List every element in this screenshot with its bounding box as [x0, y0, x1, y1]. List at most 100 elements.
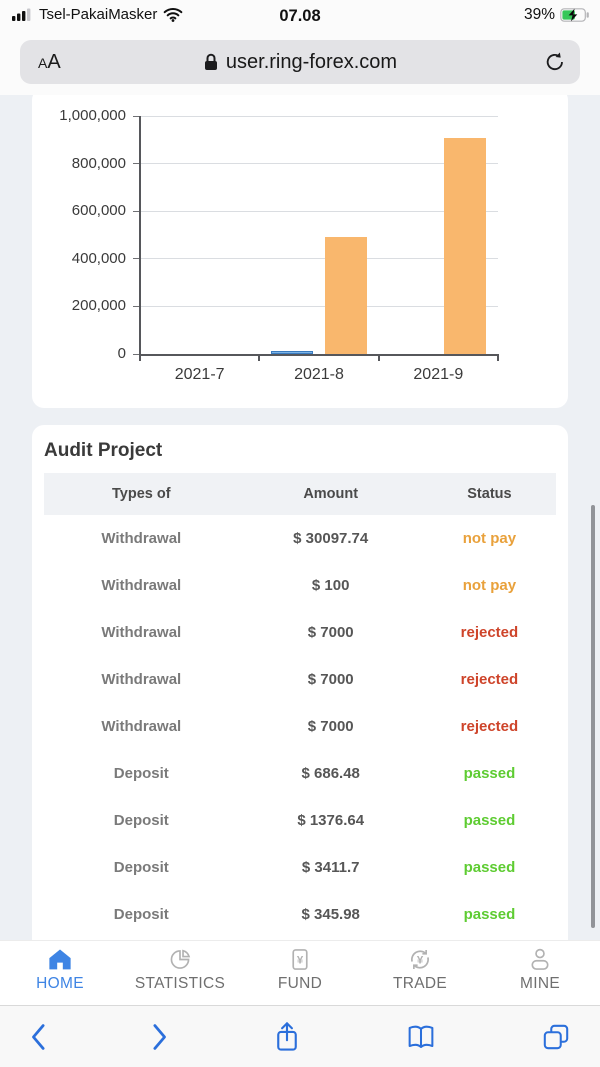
- row-type: Deposit: [113, 765, 169, 782]
- series-blue-bar: [271, 351, 313, 354]
- table-row: Withdrawal $ 7000 rejected: [44, 656, 556, 703]
- row-status-badge: not pay: [462, 577, 517, 594]
- y-axis-tick: [133, 258, 139, 260]
- row-amount: $ 7000: [307, 624, 354, 641]
- safari-top-chrome: Tsel-PakaiMasker 07.08 39%: [0, 0, 600, 95]
- y-axis-label: 200,000: [71, 297, 126, 315]
- table-row: Withdrawal $ 7000 rejected: [44, 609, 556, 656]
- row-type: Withdrawal: [101, 624, 182, 641]
- table-row: Deposit $ 3411.7 passed: [44, 844, 556, 891]
- table-row: Withdrawal $ 7000 rejected: [44, 703, 556, 750]
- row-status-badge: rejected: [460, 671, 519, 688]
- row-amount: $ 345.98: [301, 906, 360, 923]
- mine-icon: [531, 948, 549, 970]
- col-header-types: Types of: [112, 486, 171, 502]
- nav-label-statistics: STATISTICS: [134, 975, 226, 992]
- refresh-button[interactable]: [544, 51, 566, 78]
- y-axis-tick: [133, 353, 139, 355]
- gridline: [140, 163, 498, 165]
- safari-bottom-toolbar: [0, 1005, 600, 1067]
- y-axis-label: 800,000: [71, 154, 126, 172]
- nav-item-statistics[interactable]: STATISTICS: [120, 941, 240, 1005]
- home-icon: [49, 949, 71, 970]
- table-row: Withdrawal $ 100 not pay: [44, 562, 556, 609]
- bookmarks-button[interactable]: [406, 1024, 436, 1050]
- y-axis-tick: [133, 305, 139, 307]
- row-type: Withdrawal: [101, 671, 182, 688]
- nav-label-home: HOME: [36, 975, 84, 992]
- row-amount: $ 3411.7: [301, 859, 360, 876]
- svg-text:¥: ¥: [297, 954, 304, 966]
- table-row: Deposit $ 345.98 passed: [44, 891, 556, 938]
- trade-icon: ¥: [411, 950, 429, 969]
- nav-item-fund[interactable]: ¥ FUND: [240, 941, 360, 1005]
- row-amount: $ 686.48: [301, 765, 360, 782]
- tabs-icon: [543, 1024, 569, 1049]
- nav-label-trade: TRADE: [392, 975, 448, 992]
- row-amount: $ 7000: [307, 718, 354, 735]
- row-amount: $ 30097.74: [293, 530, 369, 547]
- scrollbar[interactable]: [591, 505, 595, 928]
- table-row: Deposit $ 686.48 passed: [44, 750, 556, 797]
- refresh-icon: [546, 52, 563, 71]
- back-icon: [32, 1023, 45, 1050]
- y-axis-tick: [133, 163, 139, 165]
- x-axis-tick: [258, 354, 261, 361]
- url-text: user.ring-forex.com: [225, 50, 398, 73]
- table-row: Deposit $ 1376.64 passed: [44, 797, 556, 844]
- x-axis-tick: [497, 354, 499, 361]
- x-axis-line: [139, 354, 498, 356]
- row-status-badge: not pay: [462, 530, 517, 547]
- y-axis-line: [139, 116, 141, 361]
- audit-section-title: Audit Project: [44, 440, 163, 461]
- share-button[interactable]: [274, 1021, 300, 1053]
- table-row: Withdrawal $ 30097.74 not pay: [44, 515, 556, 562]
- battery-percent-label: 39%: [523, 6, 555, 23]
- y-axis-label: 600,000: [71, 202, 126, 220]
- y-axis-tick: [133, 210, 139, 212]
- gridline: [140, 258, 498, 260]
- cellular-signal-icon: [12, 8, 31, 21]
- gridline: [140, 305, 498, 307]
- nav-item-trade[interactable]: ¥ TRADE: [360, 941, 480, 1005]
- nav-label-fund: FUND: [277, 975, 323, 992]
- fund-icon: ¥: [292, 949, 308, 970]
- y-axis-label: 400,000: [71, 249, 126, 267]
- audit-card: Audit Project Types of Amount Status Wit…: [32, 425, 568, 990]
- row-status-badge: passed: [463, 812, 516, 829]
- bookmarks-icon: [408, 1025, 434, 1048]
- row-status-badge: passed: [463, 859, 516, 876]
- url-field[interactable]: user.ring-forex.com: [20, 40, 580, 84]
- row-type: Deposit: [113, 859, 169, 876]
- row-status-badge: rejected: [460, 718, 519, 735]
- wifi-icon: [164, 8, 183, 22]
- col-header-status: Status: [467, 486, 512, 502]
- x-axis-tick: [377, 354, 380, 361]
- row-type: Deposit: [113, 906, 169, 923]
- chart-card: 0 200,000 400,000 600,000 800,000 1,000,000 20…: [32, 88, 568, 408]
- row-status-badge: passed: [463, 906, 516, 923]
- nav-item-mine[interactable]: MINE: [480, 941, 600, 1005]
- bar-chart: 0 200,000 400,000 600,000 800,000 1,000,000 20…: [32, 88, 568, 408]
- y-axis-tick: [133, 115, 139, 117]
- series-orange-bar: [444, 138, 487, 354]
- back-button[interactable]: [30, 1023, 46, 1051]
- row-amount: $ 100: [311, 577, 350, 594]
- forward-button[interactable]: [152, 1023, 168, 1051]
- nav-label-mine: MINE: [520, 975, 560, 992]
- statistics-icon: [170, 949, 191, 969]
- y-axis-label: 0: [117, 345, 126, 362]
- tabs-button[interactable]: [542, 1023, 570, 1051]
- carrier-label: Tsel-PakaiMasker: [39, 6, 158, 23]
- row-amount: $ 1376.64: [297, 812, 365, 829]
- nav-item-home[interactable]: HOME: [0, 941, 120, 1005]
- row-status-badge: rejected: [460, 624, 519, 641]
- row-amount: $ 7000: [307, 671, 354, 688]
- forward-icon: [153, 1023, 166, 1050]
- table-header-row: Types of Amount Status: [44, 473, 556, 515]
- lock-icon: [204, 53, 217, 70]
- y-axis-label: 1,000,000: [59, 107, 126, 124]
- x-axis-label: 2021-7: [174, 366, 225, 383]
